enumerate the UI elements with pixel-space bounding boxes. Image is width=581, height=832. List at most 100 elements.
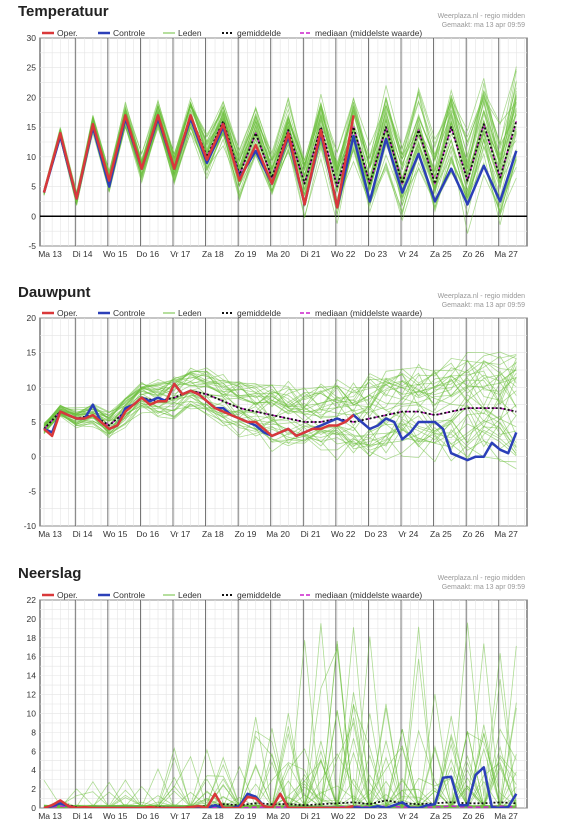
- x-tick-label: Ma 13: [38, 249, 62, 259]
- ensemble-member-line: [43, 78, 517, 196]
- credit-text: Weerplaza.nl - regio midden: [438, 293, 526, 300]
- y-tick-label: 0: [31, 211, 36, 221]
- temperature-chart: Oper. Controle Leden gemiddelde mediaan (mid…: [27, 13, 528, 259]
- credit-text: Weerplaza.nl - regio midden: [438, 575, 526, 582]
- x-tick-label: Za 25: [430, 529, 452, 539]
- y-tick-label: 10: [27, 382, 37, 392]
- y-tick-label: 5: [31, 417, 36, 427]
- chart-title-dauwpunt: Dauwpunt: [18, 284, 91, 301]
- legend-label: Leden: [178, 590, 202, 600]
- mean-line: [43, 114, 518, 200]
- x-tick-label: Di 14: [73, 529, 93, 539]
- oper-line: [43, 382, 355, 438]
- y-tick-label: 5: [31, 182, 36, 192]
- ensemble-member-line: [43, 399, 517, 470]
- ensemble-member-line: [43, 358, 517, 424]
- ensemble-member-line: [43, 404, 517, 463]
- x-tick-label: Zo 26: [463, 811, 485, 821]
- y-tick-label: 22: [27, 595, 37, 605]
- x-tick-label: Ma 20: [266, 249, 290, 259]
- y-tick-label: 20: [27, 313, 37, 323]
- created-text: Gemaakt: ma 13 apr 09:59: [442, 584, 525, 591]
- ensemble-member-line: [43, 376, 517, 429]
- y-tick-label: 15: [27, 348, 37, 358]
- x-tick-label: Do 16: [136, 811, 159, 821]
- x-tick-label: Do 23: [364, 249, 387, 259]
- dewpoint-chart: Oper. Controle Leden gemiddelde mediaan (mid…: [24, 293, 528, 539]
- ensemble-member-line: [43, 101, 517, 195]
- precipitation-chart: Oper. Controle Leden gemiddelde mediaan (mid…: [27, 575, 528, 821]
- y-tick-label: 8: [31, 727, 36, 737]
- x-tick-label: Di 14: [73, 249, 93, 259]
- ensemble-member-line: [43, 372, 517, 426]
- y-tick-label: 14: [27, 671, 37, 681]
- x-tick-label: Di 21: [301, 811, 321, 821]
- x-tick-label: Wo 22: [331, 249, 356, 259]
- x-tick-label: Za 18: [202, 529, 224, 539]
- x-tick-label: Di 14: [73, 811, 93, 821]
- legend-label: Leden: [178, 308, 202, 318]
- y-tick-label: 25: [27, 63, 37, 73]
- y-tick-label: 10: [27, 708, 37, 718]
- chart-title-neerslag: Neerslag: [18, 565, 82, 582]
- x-tick-label: Vr 24: [398, 529, 418, 539]
- legend: Oper. Controle Leden gemiddelde mediaan (mid…: [42, 308, 422, 318]
- plot-series: [43, 351, 518, 470]
- chart-title-temperatuur: Temperatuur: [18, 3, 109, 20]
- legend-label: gemiddelde: [237, 28, 281, 38]
- x-tick-label: Di 21: [301, 529, 321, 539]
- legend-label: gemiddelde: [237, 590, 281, 600]
- x-tick-label: Zo 26: [463, 249, 485, 259]
- x-tick-label: Ma 13: [38, 811, 62, 821]
- x-tick-label: Za 25: [430, 811, 452, 821]
- x-tick-label: Ma 20: [266, 529, 290, 539]
- created-text: Gemaakt: ma 13 apr 09:59: [442, 22, 525, 29]
- x-tick-label: Zo 19: [235, 811, 257, 821]
- x-tick-label: Vr 24: [398, 249, 418, 259]
- x-tick-label: Zo 26: [463, 529, 485, 539]
- x-tick-label: Do 16: [136, 529, 159, 539]
- mean-line: [43, 799, 517, 808]
- plot-series: [43, 622, 518, 808]
- x-tick-label: Ma 27: [494, 529, 518, 539]
- created-text: Gemaakt: ma 13 apr 09:59: [442, 302, 525, 309]
- x-tick-label: Zo 19: [235, 529, 257, 539]
- x-tick-label: Wo 15: [103, 811, 128, 821]
- x-tick-label: Wo 15: [103, 529, 128, 539]
- y-tick-label: 0: [31, 452, 36, 462]
- legend-label: Controle: [113, 308, 145, 318]
- x-tick-label: Do 23: [364, 811, 387, 821]
- y-tick-label: -10: [24, 521, 37, 531]
- x-tick-label: Do 16: [136, 249, 159, 259]
- legend-label: gemiddelde: [237, 308, 281, 318]
- legend-label: Oper.: [57, 590, 78, 600]
- x-tick-label: Za 18: [202, 811, 224, 821]
- legend-label: mediaan (middelste waarde): [315, 590, 422, 600]
- y-tick-label: 2: [31, 784, 36, 794]
- y-tick-label: 16: [27, 652, 37, 662]
- x-tick-label: Wo 22: [331, 811, 356, 821]
- temperature-section: Temperatuur Oper. Controle Leden gemiddelde…: [0, 0, 581, 270]
- ensemble-member-line: [43, 371, 517, 428]
- y-tick-label: 20: [27, 92, 37, 102]
- ensemble-member-line: [43, 359, 517, 429]
- oper-line: [43, 792, 354, 808]
- x-tick-label: Di 21: [301, 249, 321, 259]
- mean-line: [43, 389, 517, 430]
- x-tick-label: Ma 27: [494, 811, 518, 821]
- y-tick-label: 6: [31, 746, 36, 756]
- y-tick-label: 12: [27, 690, 37, 700]
- x-tick-label: Za 18: [202, 249, 224, 259]
- y-tick-label: 15: [27, 122, 37, 132]
- legend-label: Oper.: [57, 28, 78, 38]
- x-tick-label: Wo 22: [331, 529, 356, 539]
- legend: Oper. Controle Leden gemiddelde mediaan (mid…: [42, 28, 422, 38]
- y-tick-label: -5: [28, 486, 36, 496]
- legend-label: Controle: [113, 590, 145, 600]
- legend-label: Leden: [178, 28, 202, 38]
- y-tick-label: 10: [27, 152, 37, 162]
- x-tick-label: Do 23: [364, 529, 387, 539]
- legend-label: mediaan (middelste waarde): [315, 28, 422, 38]
- y-tick-label: 18: [27, 633, 37, 643]
- x-tick-label: Vr 17: [170, 529, 190, 539]
